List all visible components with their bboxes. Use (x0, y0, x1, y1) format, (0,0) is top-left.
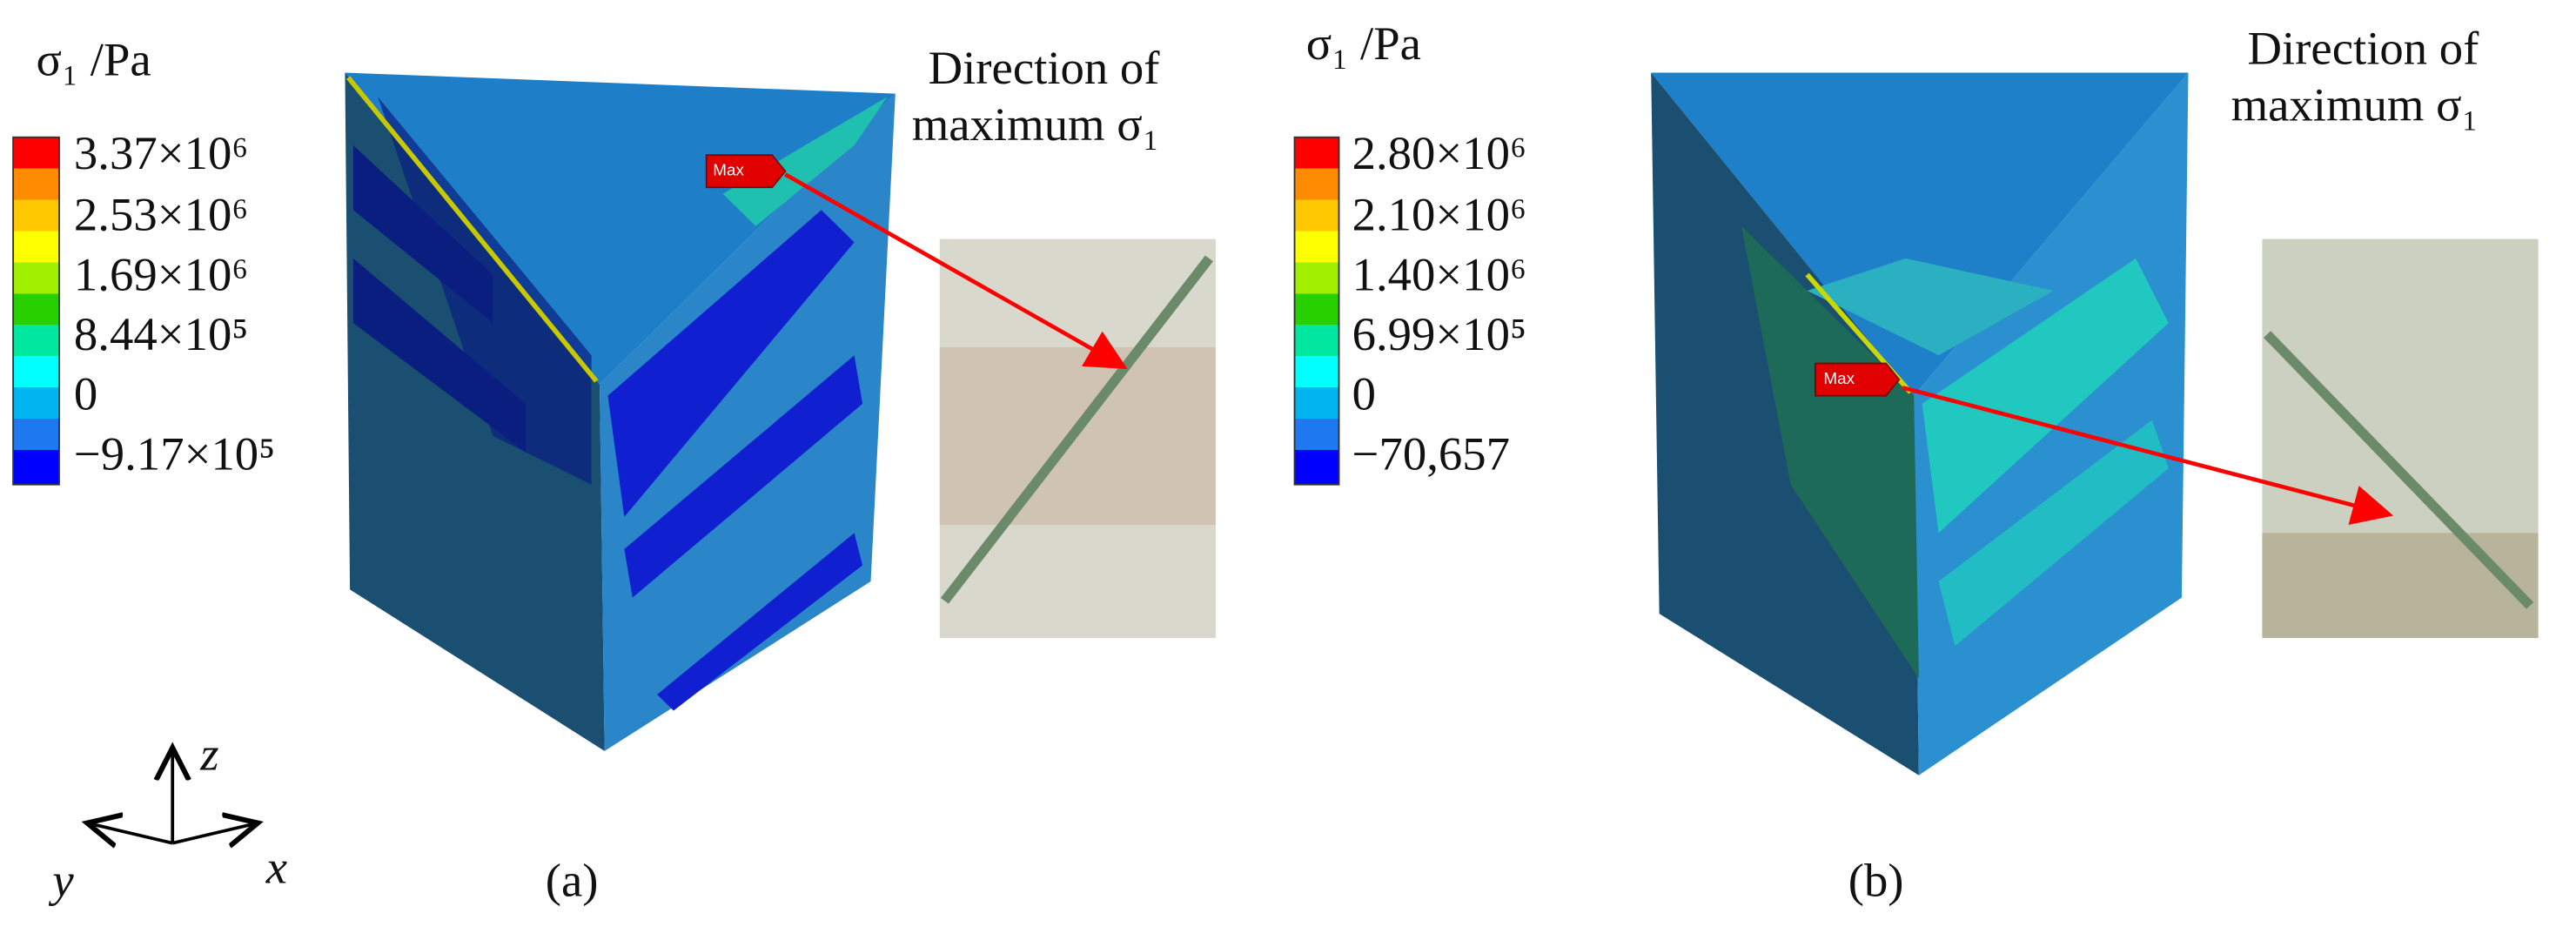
inset-band (2262, 533, 2539, 638)
axis-triad: z y x (48, 728, 287, 906)
legend-label: 6.99×10⁵ (1352, 308, 1526, 359)
legend-title: σ₁ /Pa (1306, 17, 1421, 69)
stress-band (378, 97, 592, 485)
panel-a: σ₁ /Pa 3.37×10⁶ 2.53×10⁶ 1.69×10⁶ 8.44×1… (12, 34, 1216, 906)
legend-label: 1.69×10⁶ (74, 249, 248, 300)
legend-label: 2.10×10⁶ (1352, 189, 1526, 240)
z-label: z (199, 728, 218, 780)
stress-band (624, 355, 863, 598)
inset-crack (2264, 331, 2534, 609)
caption: maximum σ₁ (912, 98, 1159, 150)
top-face (345, 72, 896, 385)
caption: maximum σ₁ (2231, 79, 2479, 131)
panel-label: (a) (546, 855, 599, 906)
legend-label: 2.80×10⁶ (1352, 128, 1526, 179)
y-label: y (48, 855, 74, 906)
legend-label: 8.44×10⁵ (74, 308, 248, 359)
legend-label: 3.37×10⁶ (74, 128, 248, 179)
legend-label: −70,657 (1352, 428, 1510, 480)
color-bar (12, 136, 60, 486)
stress-band (657, 533, 863, 711)
color-bar (1293, 136, 1340, 486)
legend-label: −9.17×10⁵ (74, 428, 275, 480)
stress-band (1922, 258, 2169, 534)
arrow (784, 172, 1128, 370)
panel-label: (b) (1848, 855, 1904, 906)
y-arrow (91, 823, 173, 843)
arrow (1902, 386, 2394, 526)
x-arrow (171, 823, 254, 843)
caption: Direction of (929, 42, 1161, 93)
stress-band (607, 210, 855, 517)
legend-title: σ₁ /Pa (37, 34, 151, 85)
max-tag (1815, 362, 1901, 397)
stress-band (1741, 225, 1919, 679)
edge-stress (345, 76, 599, 383)
max-label: Max (1823, 369, 1855, 387)
caption: Direction of (2247, 23, 2479, 74)
legend-label: 2.53×10⁶ (74, 189, 248, 240)
stress-band (1938, 420, 2169, 647)
inset-crack (940, 255, 1213, 604)
legend-label: 0 (1352, 368, 1376, 420)
stress-band (722, 97, 888, 226)
stress-band (1807, 258, 2054, 356)
max-tag (705, 154, 787, 189)
max-label: Max (713, 161, 744, 179)
panel-b: σ₁ /Pa 2.80×10⁶ 2.10×10⁶ 1.40×10⁶ 6.99×1… (1293, 17, 2539, 906)
legend-label: 0 (74, 368, 97, 420)
legend-label: 1.40×10⁶ (1352, 249, 1526, 300)
x-label: x (265, 842, 287, 893)
top-face (1651, 72, 2189, 396)
